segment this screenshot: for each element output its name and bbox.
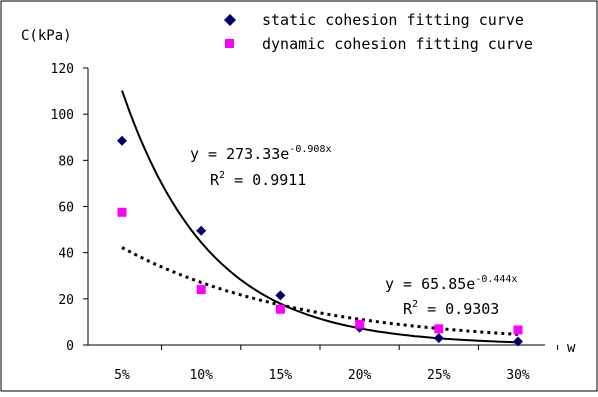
equation-dynamic-formula: y = 65.85e-0.444x [385, 274, 517, 293]
equation-static: y = 273.33e-0.908x R2 = 0.9911 [190, 144, 332, 189]
y-axis-ticks: 0 20 40 60 80 100 120 [51, 62, 88, 354]
legend-item-static: static cohesion fitting curve [224, 11, 524, 29]
data-markers [117, 135, 523, 347]
data-point-static [433, 333, 444, 344]
legend: static cohesion fitting curve dynamic co… [224, 11, 533, 53]
y-tick-label: 80 [58, 154, 74, 169]
equation-dynamic-r2-label: R [403, 300, 413, 318]
equation-dynamic-r2-sup: 2 [412, 299, 418, 310]
equation-static-r2-value: = 0.9911 [225, 171, 306, 189]
x-tick-label: 30% [506, 368, 530, 383]
legend-marker-dynamic [225, 39, 234, 48]
data-point-static [117, 135, 127, 146]
x-axis-label: w [567, 340, 576, 356]
fit-curves [121, 90, 519, 344]
equation-dynamic-base: y = 65.85e [385, 275, 475, 293]
equation-static-r2-sup: 2 [219, 170, 225, 181]
data-point-static [513, 336, 523, 347]
x-axis-ticks: 5% 10% 15% 20% 25% 30% [114, 345, 559, 383]
data-point-dynamic [117, 207, 127, 217]
x-tick-label: 10% [189, 368, 213, 383]
legend-label-dynamic: dynamic cohesion fitting curve [262, 35, 533, 53]
equation-dynamic-r2-value: = 0.9303 [418, 300, 499, 318]
y-tick-label: 20 [58, 293, 74, 308]
x-tick-label: 20% [348, 368, 372, 383]
x-tick-label: 15% [269, 368, 293, 383]
y-tick-label: 40 [58, 247, 74, 262]
y-tick-label: 0 [66, 339, 74, 354]
y-axis-label: C(kPa) [21, 28, 72, 44]
legend-item-dynamic: dynamic cohesion fitting curve [225, 35, 533, 53]
equation-dynamic: y = 65.85e-0.444x R2 = 0.9303 [385, 274, 517, 318]
data-point-dynamic [275, 304, 285, 314]
x-tick-label: 5% [114, 368, 130, 383]
y-tick-label: 60 [58, 201, 74, 216]
fit-curve-static [121, 90, 519, 344]
data-point-dynamic [513, 325, 523, 335]
equation-static-formula: y = 273.33e-0.908x [190, 144, 332, 163]
data-point-static [275, 290, 286, 301]
equation-dynamic-exponent: -0.444x [475, 274, 517, 285]
x-tick-label: 25% [427, 368, 451, 383]
y-tick-label: 120 [51, 62, 74, 77]
equation-static-r2: R2 = 0.9911 [210, 170, 306, 189]
data-point-dynamic [355, 319, 365, 329]
data-point-dynamic [434, 324, 444, 334]
equation-dynamic-r2: R2 = 0.9303 [403, 299, 499, 318]
equation-static-r2-label: R [210, 171, 220, 189]
data-point-static [196, 225, 207, 236]
legend-marker-static [224, 14, 236, 26]
y-tick-label: 100 [51, 108, 74, 123]
equation-static-base: y = 273.33e [190, 145, 289, 163]
legend-label-static: static cohesion fitting curve [262, 11, 524, 29]
fit-curve-dynamic [121, 246, 519, 336]
data-point-dynamic [196, 285, 206, 295]
equation-static-exponent: -0.908x [289, 144, 331, 155]
